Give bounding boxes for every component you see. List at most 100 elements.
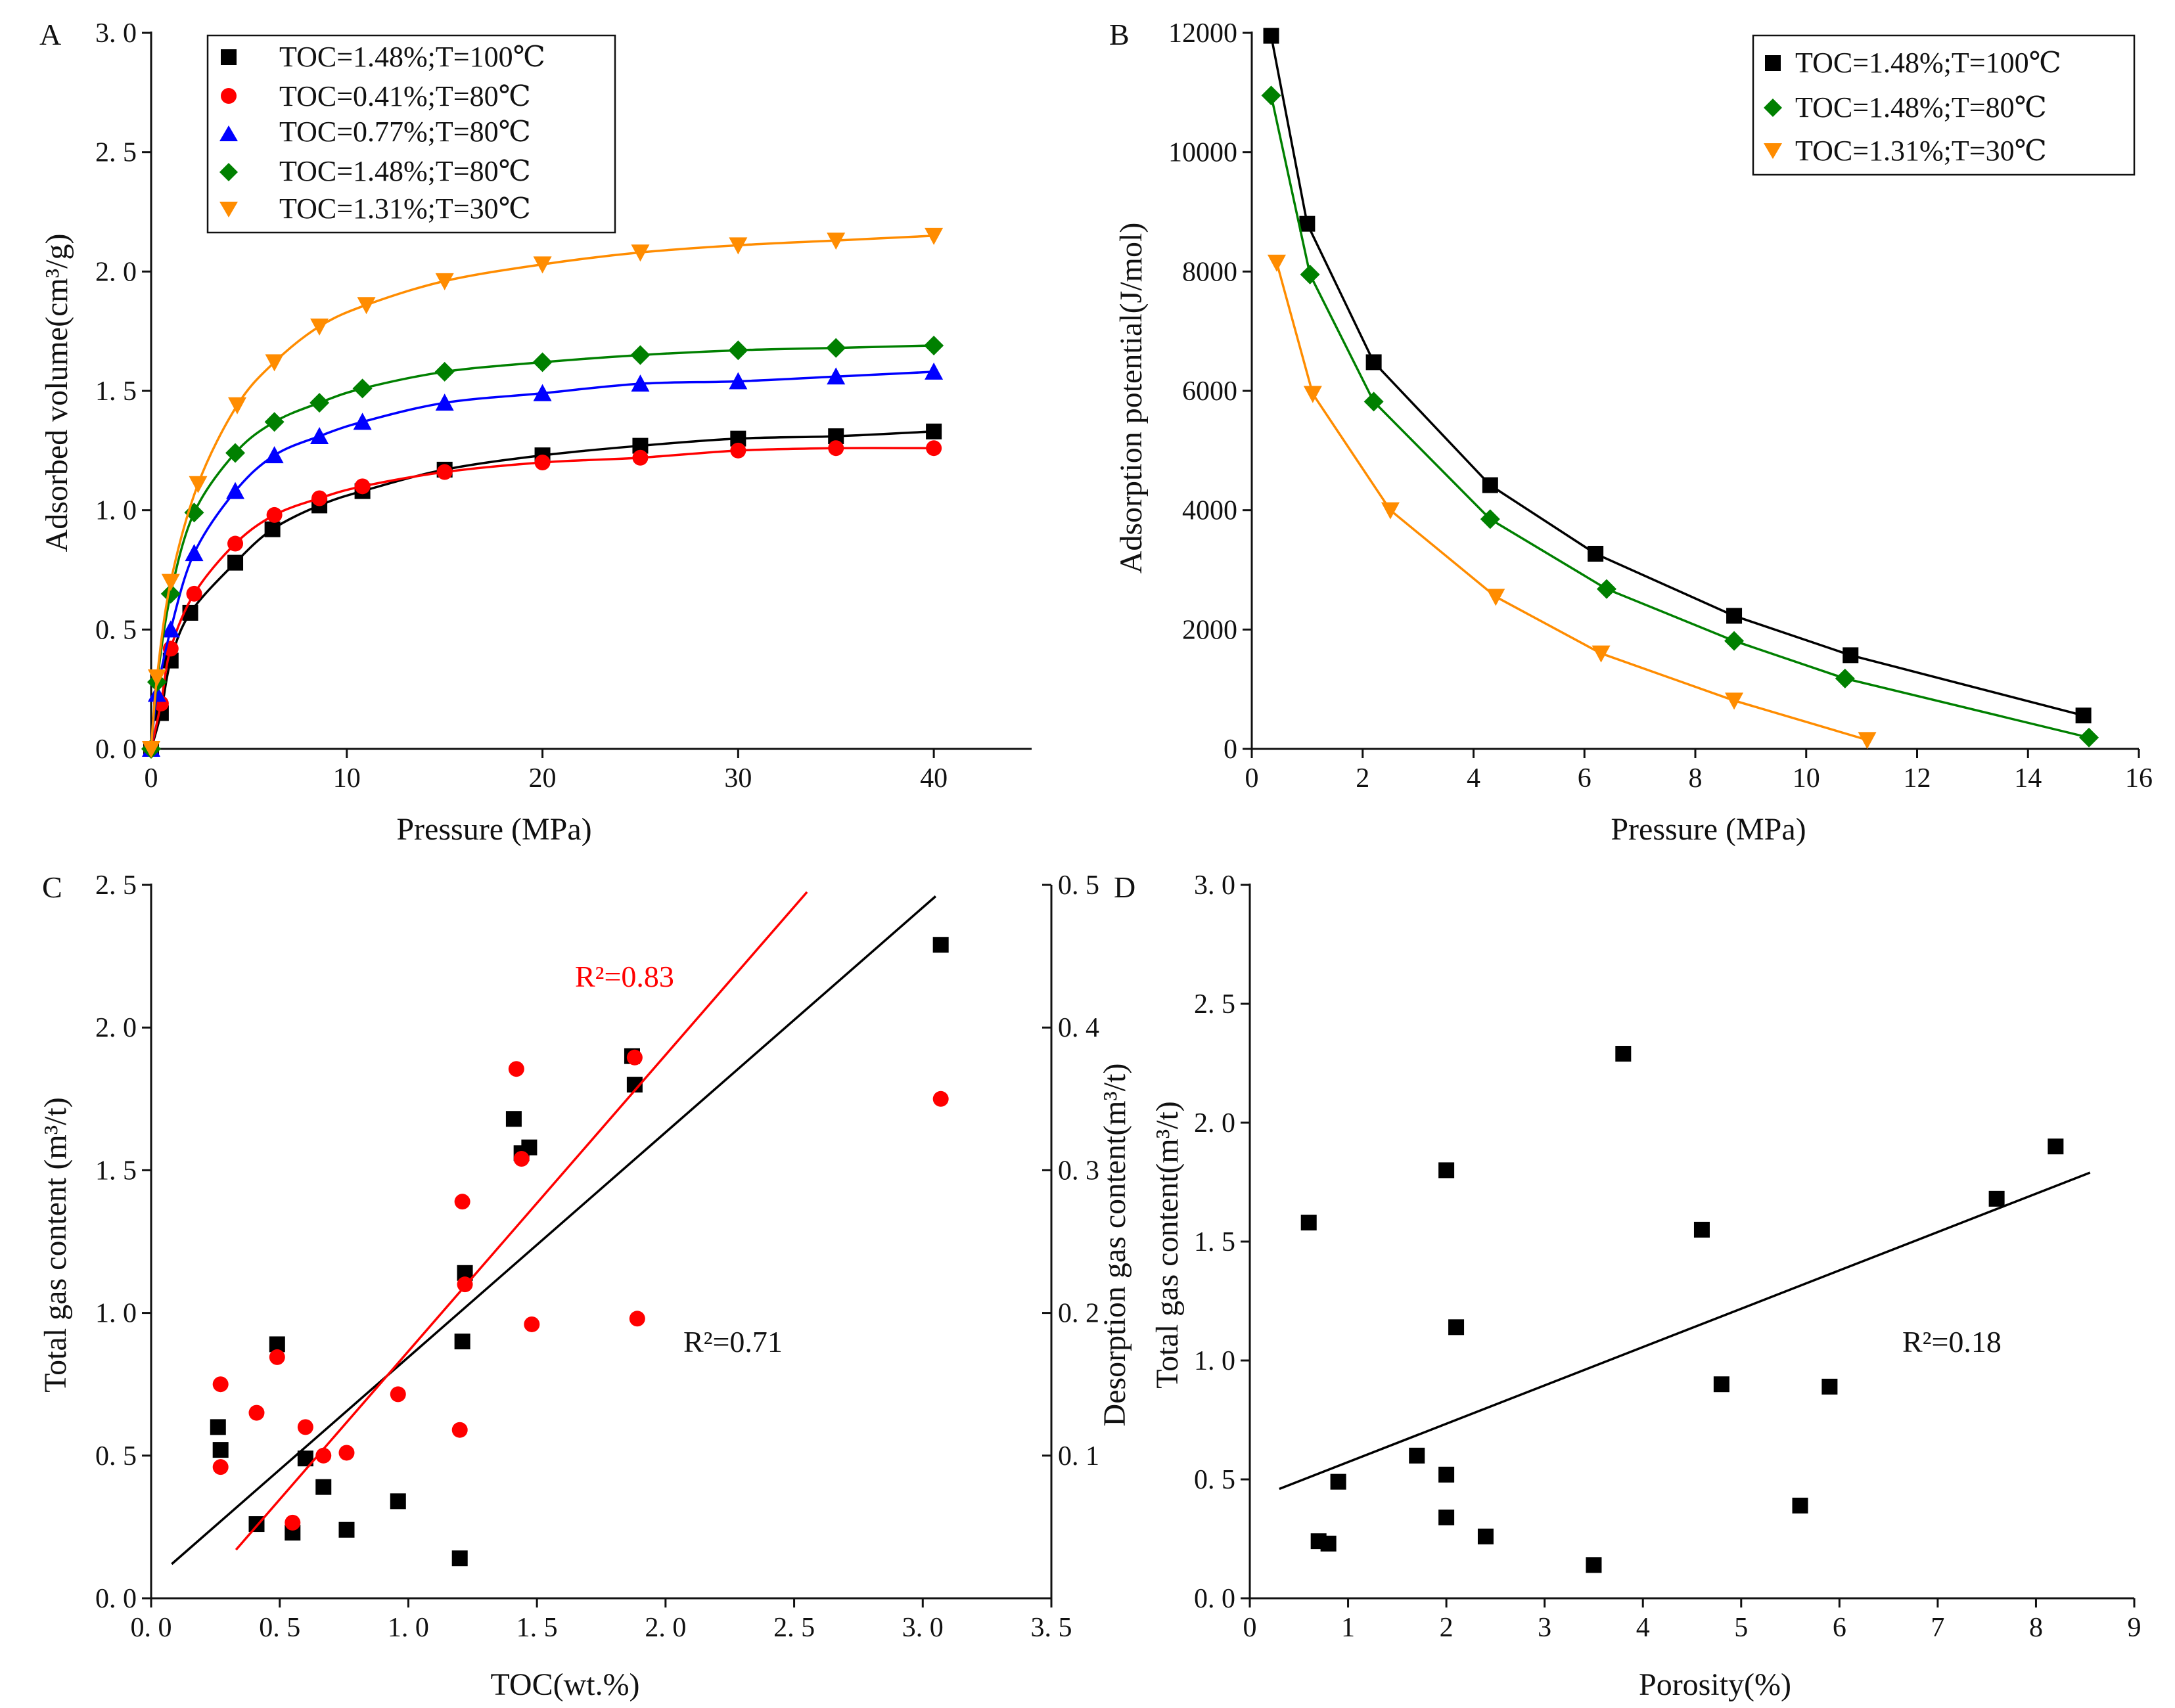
- x-tick-label: 0. 5: [259, 1613, 300, 1643]
- data-point: [631, 374, 650, 392]
- x-tick-label: 0: [145, 763, 158, 794]
- y-tick-label: 8000: [1182, 257, 1237, 287]
- legend-item: TOC=1.31%;T=30℃: [1764, 135, 2047, 167]
- data-point: [357, 297, 376, 315]
- series: [142, 227, 944, 758]
- data-point: [534, 455, 551, 470]
- panel-c-chart: C TOC(wt.%) Total gas content (m³/t) Des…: [38, 870, 1132, 1702]
- trend-line: [235, 891, 808, 1551]
- data-point: [1792, 1497, 1808, 1514]
- y-tick-label: 3. 0: [95, 18, 137, 49]
- axes: 0 2 4 6 8 10 12 14 16 0 2000 4000 6000 8000 10000 12000: [1168, 18, 2153, 794]
- data-point: [1724, 631, 1745, 651]
- data-point: [225, 443, 246, 463]
- data-point: [1261, 85, 1281, 106]
- panel-b-chart: B TOC=1.48%;T=100℃ TOC=1.48%;T=80℃ TOC=1…: [1109, 18, 2153, 847]
- data-point: [924, 335, 944, 355]
- y-tick-label: 2000: [1182, 615, 1237, 645]
- y-tick-label: 1. 0: [95, 1299, 137, 1329]
- data-point: [248, 1405, 265, 1421]
- data-point: [505, 1111, 522, 1127]
- y-tick-label: 2. 5: [95, 138, 137, 168]
- y-right-tick-label: 0. 2: [1058, 1299, 1099, 1329]
- panel-b-x-label: Pressure (MPa): [1611, 812, 1806, 847]
- data-point: [631, 244, 650, 262]
- data-point: [435, 273, 454, 290]
- data-point: [1267, 254, 1286, 272]
- x-tick-label: 1: [1341, 1613, 1355, 1643]
- series: [1263, 28, 2092, 724]
- panel-c-y-right-label: Desorption gas content(m³/t): [1097, 1064, 1132, 1427]
- series-line: [1270, 95, 2090, 739]
- y-tick-label: 2. 5: [95, 870, 137, 901]
- panel-d-letter: D: [1114, 870, 1135, 904]
- x-tick-label: 1. 0: [388, 1613, 429, 1643]
- data-point: [457, 1276, 473, 1293]
- x-tick-label: 4: [1467, 763, 1480, 794]
- data-point: [186, 585, 202, 602]
- x-tick-label: 10: [1793, 763, 1820, 794]
- series: [212, 891, 949, 1551]
- data-point: [269, 1349, 285, 1365]
- data-point: [436, 464, 453, 480]
- data-point: [212, 1442, 229, 1458]
- data-point: [630, 345, 651, 365]
- data-point: [315, 1479, 332, 1495]
- data-point: [310, 318, 329, 336]
- data-point: [2048, 1138, 2064, 1155]
- data-point: [1693, 1221, 1710, 1238]
- y-tick-label: 0. 5: [1194, 1465, 1235, 1495]
- data-point: [1615, 1046, 1632, 1062]
- legend-label: TOC=1.48%;T=80℃: [1795, 91, 2047, 124]
- data-point: [315, 1447, 332, 1464]
- x-tick-label: 2: [1440, 1613, 1454, 1643]
- data-point: [310, 427, 329, 445]
- data-point: [1438, 1162, 1455, 1179]
- y-right-tick-label: 0. 5: [1058, 870, 1099, 901]
- data-point: [338, 1445, 355, 1461]
- x-tick-label: 16: [2125, 763, 2153, 794]
- data-point: [1477, 1528, 1494, 1544]
- data-point: [1438, 1466, 1455, 1483]
- data-point: [1480, 509, 1500, 529]
- series-line: [1270, 35, 2084, 717]
- data-point: [626, 1049, 643, 1066]
- data-point: [1300, 264, 1320, 284]
- data-point: [729, 237, 748, 255]
- data-point: [1821, 1378, 1838, 1395]
- y-right-tick-label: 0. 3: [1058, 1156, 1099, 1186]
- data-point: [161, 620, 180, 638]
- data-point: [1330, 1473, 1346, 1490]
- x-tick-label: 5: [1734, 1613, 1748, 1643]
- data-point: [297, 1419, 313, 1435]
- x-tick-label: 3. 5: [1031, 1613, 1072, 1643]
- data-point: [265, 446, 284, 464]
- x-tick-label: 2: [1356, 763, 1369, 794]
- y-tick-label: 1. 0: [95, 496, 137, 526]
- panel-b-y-label: Adsorption potential(J/mol): [1114, 223, 1149, 574]
- data-point: [827, 233, 846, 250]
- r2-label-desorption: R²=0.83: [575, 960, 674, 993]
- data-point: [265, 354, 284, 372]
- y-tick-label: 2. 5: [1194, 989, 1235, 1020]
- data-point: [1597, 579, 1616, 599]
- x-tick-label: 12: [1904, 763, 1931, 794]
- x-tick-label: 7: [1931, 1613, 1944, 1643]
- data-point: [926, 423, 942, 439]
- y-tick-label: 2. 0: [1194, 1108, 1235, 1138]
- legend-label: TOC=1.31%;T=30℃: [279, 192, 531, 225]
- y-tick-label: 1. 5: [95, 1156, 137, 1186]
- y-tick-label: 2. 0: [95, 1013, 137, 1043]
- data-point: [147, 685, 166, 702]
- data-point: [454, 1194, 470, 1210]
- data-point: [533, 256, 552, 274]
- y-tick-label: 1. 0: [1194, 1346, 1235, 1376]
- legend-label: TOC=1.48%;T=80℃: [279, 155, 531, 187]
- x-tick-label: 10: [333, 763, 361, 794]
- panel-a-x-label: Pressure (MPa): [396, 812, 591, 847]
- panel-d-y-label: Total gas content(m³/t): [1150, 1101, 1185, 1389]
- legend-label: TOC=1.31%;T=30℃: [1795, 135, 2047, 167]
- panel-c-x-label: TOC(wt.%): [490, 1667, 639, 1702]
- x-tick-label: 3. 0: [902, 1613, 944, 1643]
- data-point: [451, 1422, 468, 1438]
